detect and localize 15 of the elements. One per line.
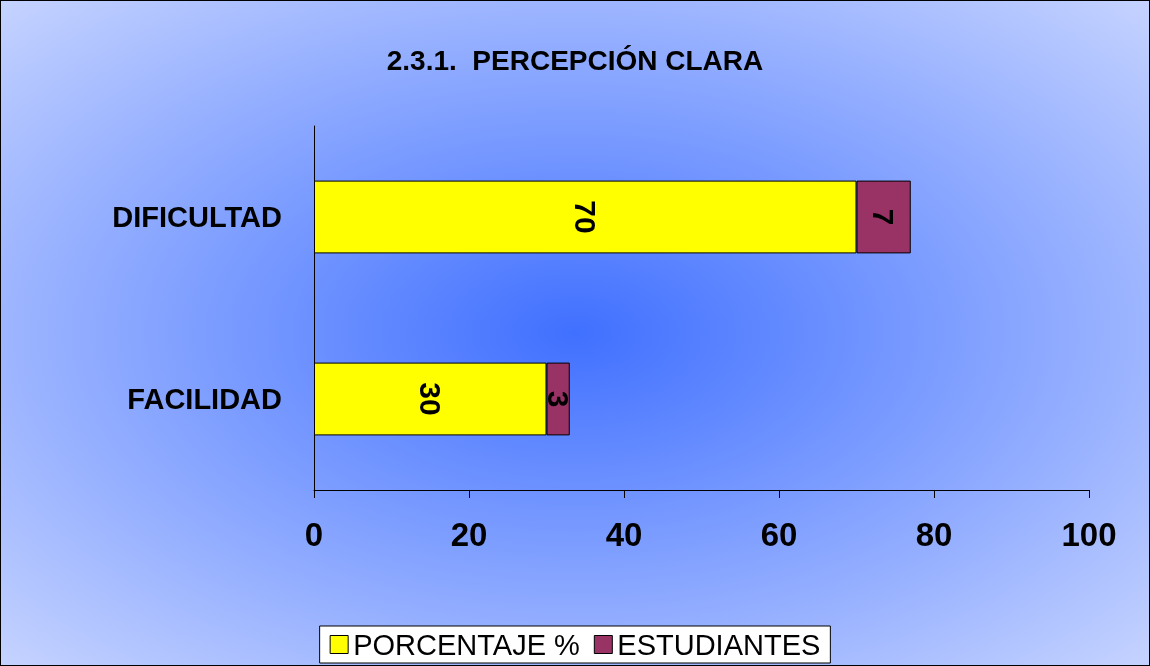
x-tick-label: 100 xyxy=(1061,516,1117,553)
y-tick-label: FACILIDAD xyxy=(127,383,282,415)
x-tick-label: 20 xyxy=(450,516,488,553)
x-tick-label: 60 xyxy=(760,516,798,553)
data-label: 30 xyxy=(413,382,447,416)
y-tick-label: DIFICULTAD xyxy=(112,201,282,233)
x-tick-label: 40 xyxy=(605,516,643,553)
data-label: 70 xyxy=(568,200,602,234)
legend-label: PORCENTAJE % xyxy=(353,628,580,661)
chart-title: 2.3.1. PERCEPCIÓN CLARA xyxy=(386,44,764,76)
legend-label: ESTUDIANTES xyxy=(617,628,821,661)
x-tick-label: 0 xyxy=(304,516,324,553)
data-label: 7 xyxy=(867,208,901,226)
data-label: 3 xyxy=(541,390,575,408)
x-tick-label: 80 xyxy=(915,516,953,553)
